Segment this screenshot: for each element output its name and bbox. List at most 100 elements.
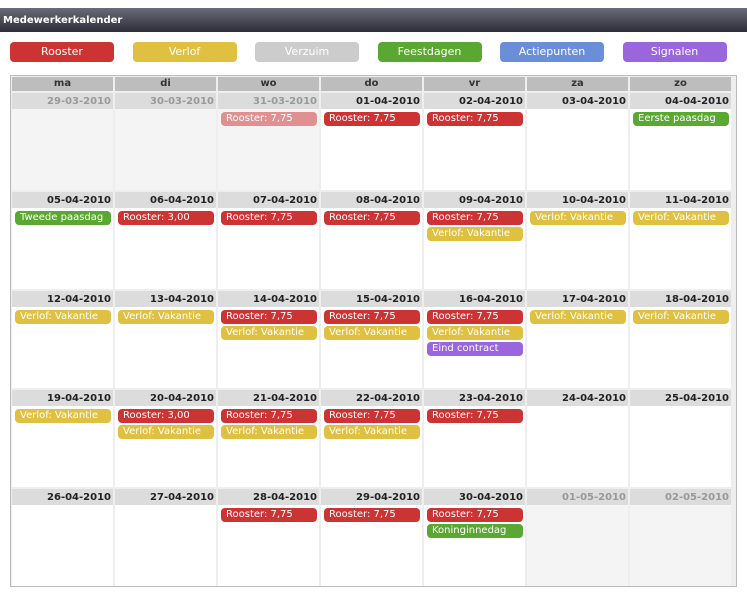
event[interactable]: Rooster: 7,75: [324, 409, 420, 423]
day-cell[interactable]: 29-03-2010: [12, 93, 113, 190]
event[interactable]: Verlof: Vakantie: [427, 227, 523, 241]
weekday-header: vr: [424, 77, 525, 91]
day-cell[interactable]: 27-04-2010: [115, 489, 216, 586]
event[interactable]: Rooster: 7,75: [427, 310, 523, 324]
day-cell[interactable]: 16-04-2010 Rooster: 7,75 Verlof: Vakantie E…: [424, 291, 525, 388]
day-date: 12-04-2010: [12, 291, 113, 307]
legend-button[interactable]: Verzuim: [255, 42, 359, 62]
day-date: 10-04-2010: [527, 192, 628, 208]
event[interactable]: Verlof: Vakantie: [221, 326, 317, 340]
calendar: ma di wo do vr za zo 29-03-2010 30-03-2010 31-03-…: [10, 75, 737, 587]
event[interactable]: Rooster: 7,75: [427, 112, 523, 126]
day-cell[interactable]: 23-04-2010 Rooster: 7,75: [424, 390, 525, 487]
event[interactable]: Verlof: Vakantie: [118, 425, 214, 439]
day-cell[interactable]: 26-04-2010: [12, 489, 113, 586]
day-cell[interactable]: 30-03-2010: [115, 93, 216, 190]
day-date: 19-04-2010: [12, 390, 113, 406]
day-cell[interactable]: 06-04-2010 Rooster: 3,00: [115, 192, 216, 289]
event[interactable]: Verlof: Vakantie: [530, 310, 626, 324]
event[interactable]: Rooster: 7,75: [324, 112, 420, 126]
day-date: 09-04-2010: [424, 192, 525, 208]
day-cell[interactable]: 13-04-2010 Verlof: Vakantie: [115, 291, 216, 388]
event[interactable]: Rooster: 3,00: [118, 409, 214, 423]
event[interactable]: Rooster: 7,75: [221, 310, 317, 324]
day-date: 03-04-2010: [527, 93, 628, 109]
day-cell[interactable]: 07-04-2010 Rooster: 7,75: [218, 192, 319, 289]
day-date: 16-04-2010: [424, 291, 525, 307]
event[interactable]: Verlof: Vakantie: [118, 310, 214, 324]
event[interactable]: Rooster: 7,75: [221, 508, 317, 522]
event[interactable]: Rooster: 7,75: [427, 211, 523, 225]
day-cell[interactable]: 22-04-2010 Rooster: 7,75 Verlof: Vakantie: [321, 390, 422, 487]
event[interactable]: Verlof: Vakantie: [633, 211, 729, 225]
day-cell[interactable]: 01-05-2010: [527, 489, 628, 586]
day-cell[interactable]: 05-04-2010 Tweede paasdag: [12, 192, 113, 289]
day-cell[interactable]: 24-04-2010: [527, 390, 628, 487]
day-date: 21-04-2010: [218, 390, 319, 406]
day-cell[interactable]: 09-04-2010 Rooster: 7,75 Verlof: Vakantie: [424, 192, 525, 289]
event[interactable]: Verlof: Vakantie: [633, 310, 729, 324]
legend-button[interactable]: Feestdagen: [377, 42, 482, 62]
day-cell[interactable]: 12-04-2010 Verlof: Vakantie: [12, 291, 113, 388]
day-cell[interactable]: 02-05-2010: [630, 489, 731, 586]
day-date: 13-04-2010: [115, 291, 216, 307]
day-cell[interactable]: 28-04-2010 Rooster: 7,75: [218, 489, 319, 586]
day-date: 27-04-2010: [115, 489, 216, 505]
day-cell[interactable]: 30-04-2010 Rooster: 7,75 Koninginnedag: [424, 489, 525, 586]
event[interactable]: Rooster: 7,75: [324, 211, 420, 225]
day-date: 02-04-2010: [424, 93, 525, 109]
event[interactable]: Rooster: 7,75: [324, 508, 420, 522]
weekday-header: wo: [218, 77, 319, 91]
event[interactable]: Rooster: 7,75: [427, 508, 523, 522]
day-cell[interactable]: 18-04-2010 Verlof: Vakantie: [630, 291, 731, 388]
legend-button[interactable]: Signalen: [622, 42, 727, 62]
day-cell[interactable]: 01-04-2010 Rooster: 7,75: [321, 93, 422, 190]
legend-button[interactable]: Verlof: [132, 42, 237, 62]
day-date: 18-04-2010: [630, 291, 731, 307]
day-date: 08-04-2010: [321, 192, 422, 208]
event[interactable]: Rooster: 7,75: [221, 409, 317, 423]
day-cell[interactable]: 04-04-2010 Eerste paasdag: [630, 93, 731, 190]
event[interactable]: Rooster: 7,75: [427, 409, 523, 423]
day-cell[interactable]: 20-04-2010 Rooster: 3,00 Verlof: Vakantie: [115, 390, 216, 487]
day-cell[interactable]: 14-04-2010 Rooster: 7,75 Verlof: Vakantie: [218, 291, 319, 388]
day-cell[interactable]: 11-04-2010 Verlof: Vakantie: [630, 192, 731, 289]
event[interactable]: Verlof: Vakantie: [427, 326, 523, 340]
day-cell[interactable]: 10-04-2010 Verlof: Vakantie: [527, 192, 628, 289]
event[interactable]: Verlof: Vakantie: [15, 409, 111, 423]
event[interactable]: Eind contract: [427, 342, 523, 356]
event[interactable]: Eerste paasdag: [633, 112, 729, 126]
event[interactable]: Rooster: 7,75: [221, 211, 317, 225]
day-date: 14-04-2010: [218, 291, 319, 307]
day-cell[interactable]: 15-04-2010 Rooster: 7,75 Verlof: Vakantie: [321, 291, 422, 388]
event[interactable]: Rooster: 7,75: [221, 112, 317, 126]
day-date: 15-04-2010: [321, 291, 422, 307]
event[interactable]: Rooster: 7,75: [324, 310, 420, 324]
day-cell[interactable]: 29-04-2010 Rooster: 7,75: [321, 489, 422, 586]
event[interactable]: Verlof: Vakantie: [324, 425, 420, 439]
day-date: 02-05-2010: [630, 489, 731, 505]
day-cell[interactable]: 31-03-2010 Rooster: 7,75: [218, 93, 319, 190]
day-cell[interactable]: 21-04-2010 Rooster: 7,75 Verlof: Vakantie: [218, 390, 319, 487]
event[interactable]: Rooster: 3,00: [118, 211, 214, 225]
event[interactable]: Verlof: Vakantie: [15, 310, 111, 324]
day-cell[interactable]: 19-04-2010 Verlof: Vakantie: [12, 390, 113, 487]
legend-button[interactable]: Actiepunten: [500, 42, 604, 62]
event[interactable]: Verlof: Vakantie: [324, 326, 420, 340]
event[interactable]: Verlof: Vakantie: [221, 425, 317, 439]
day-date: 28-04-2010: [218, 489, 319, 505]
event[interactable]: Koninginnedag: [427, 524, 523, 538]
day-cell[interactable]: 02-04-2010 Rooster: 7,75: [424, 93, 525, 190]
day-cell[interactable]: 08-04-2010 Rooster: 7,75: [321, 192, 422, 289]
weekday-header: ma: [12, 77, 113, 91]
day-date: 17-04-2010: [527, 291, 628, 307]
day-cell[interactable]: 25-04-2010: [630, 390, 731, 487]
weekday-header: zo: [630, 77, 731, 91]
event[interactable]: Verlof: Vakantie: [530, 211, 626, 225]
legend-button[interactable]: Rooster: [10, 42, 114, 62]
day-cell[interactable]: 03-04-2010: [527, 93, 628, 190]
weekday-header: do: [321, 77, 422, 91]
event[interactable]: Tweede paasdag: [15, 211, 111, 225]
day-cell[interactable]: 17-04-2010 Verlof: Vakantie: [527, 291, 628, 388]
